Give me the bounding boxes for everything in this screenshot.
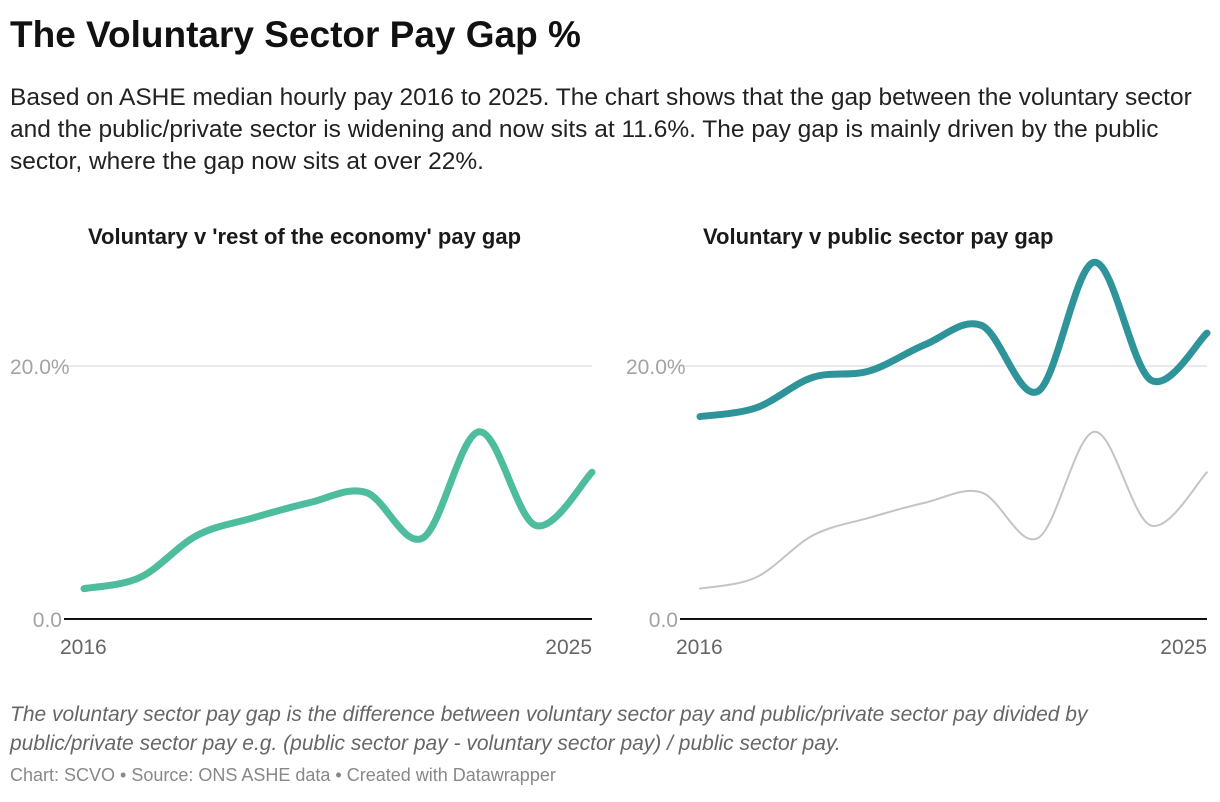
credit-line: Chart: SCVO • Source: ONS ASHE data • Cr… bbox=[10, 765, 556, 785]
y-tick-label: 20.0% bbox=[626, 356, 686, 379]
chart-description: Based on ASHE median hourly pay 2016 to … bbox=[10, 84, 1192, 175]
x-tick-label: 2025 bbox=[545, 636, 592, 659]
chart-title: The Voluntary Sector Pay Gap % bbox=[10, 14, 581, 55]
x-tick-label: 2016 bbox=[60, 636, 107, 659]
left-panel-title: Voluntary v 'rest of the economy' pay ga… bbox=[88, 224, 522, 249]
y-tick-label: 0.0 bbox=[33, 609, 62, 632]
series-line bbox=[80, 428, 596, 593]
y-tick-label: 0.0 bbox=[649, 609, 678, 632]
x-tick-label: 2025 bbox=[1160, 636, 1207, 659]
footnote: The voluntary sector pay gap is the diff… bbox=[10, 703, 1088, 755]
right-panel-title: Voluntary v public sector pay gap bbox=[703, 224, 1054, 249]
y-tick-label: 20.0% bbox=[10, 356, 70, 379]
x-tick-label: 2016 bbox=[676, 636, 723, 659]
comparison-series-line bbox=[699, 430, 1208, 590]
series-line bbox=[696, 258, 1211, 421]
